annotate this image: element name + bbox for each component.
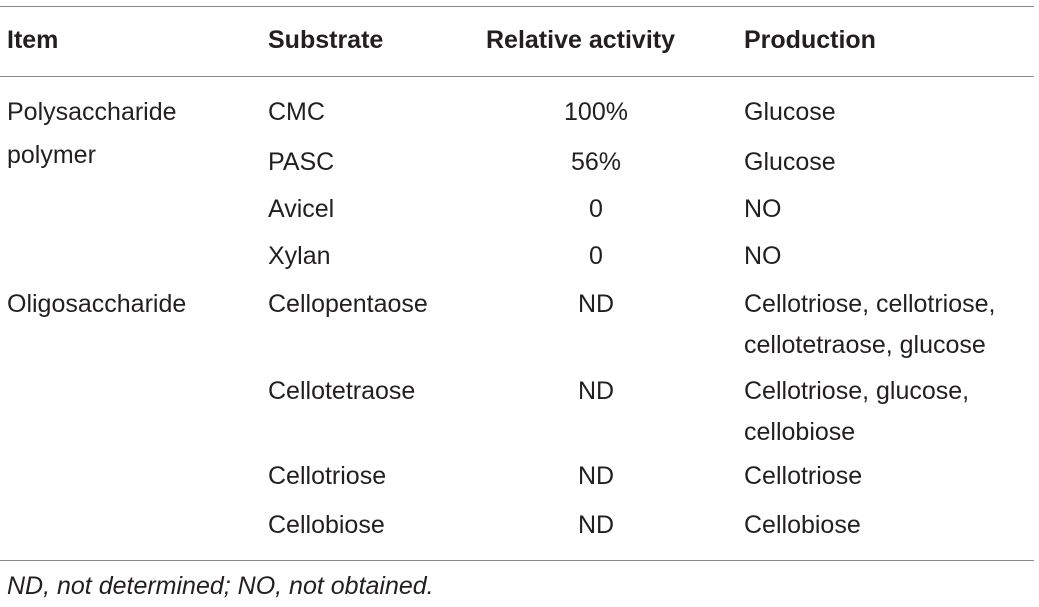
production-cell: Glucose [744,98,836,126]
substrate-cell: CMC [268,98,325,126]
header-item: Item [7,26,59,54]
header-production: Production [744,26,876,54]
activity-cell: ND [577,377,615,405]
production-cell: Cellotriose, cellotriose, [744,290,996,318]
production-cell: Cellotriose [744,462,863,490]
activity-cell: 0 [589,242,603,270]
substrate-cell: Cellopentaose [268,290,428,318]
substrate-cell: PASC [268,148,335,176]
group-label-line: polymer [7,141,96,169]
header-relative-activity: Relative activity [486,26,675,54]
table-footnote: ND, not determined; NO, not obtained. [7,572,434,600]
activity-cell: ND [577,511,615,539]
group-label-line: Polysaccharide [7,98,177,126]
activity-cell: 0 [589,195,603,223]
production-cell: Cellotriose, glucose, [744,377,970,405]
header-rule [0,76,1034,77]
production-cell: cellobiose [744,418,856,446]
activity-cell: 56% [570,148,622,176]
production-cell: Glucose [744,148,836,176]
substrate-cell: Cellobiose [268,511,385,539]
substrate-cell: Xylan [268,242,331,270]
activity-cell: 100% [564,98,628,126]
substrate-cell: Cellotriose [268,462,387,490]
table-top-rule [0,6,1034,7]
table-bottom-rule [0,560,1034,561]
production-cell: NO [744,242,782,270]
production-cell: Cellobiose [744,511,861,539]
group-label-line: Oligosaccharide [7,290,187,318]
substrate-cell: Avicel [268,195,335,223]
activity-cell: ND [577,290,615,318]
header-substrate: Substrate [268,26,384,54]
activity-cell: ND [577,462,615,490]
production-cell: cellotetraose, glucose [744,331,986,359]
production-cell: NO [744,195,782,223]
substrate-cell: Cellotetraose [268,377,416,405]
